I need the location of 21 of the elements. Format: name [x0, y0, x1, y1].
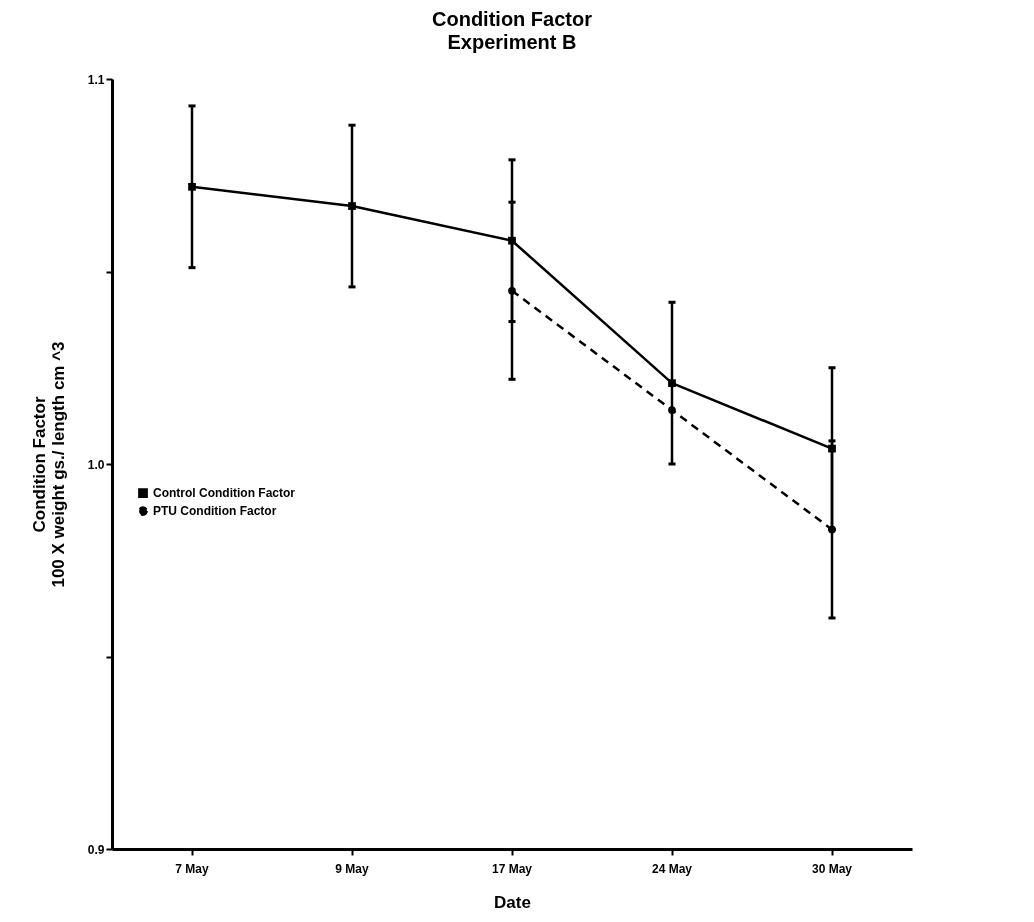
point [828, 444, 836, 453]
point [188, 182, 196, 191]
point [668, 379, 676, 388]
x-tick-label: 17 May [491, 861, 533, 876]
point [668, 406, 676, 414]
y-tick-label: 1.1 [87, 72, 105, 87]
legend-label: Control Condition Factor [153, 486, 296, 501]
y-tick-label: 0.9 [87, 842, 105, 857]
y-axis-title: Condition Factor 100 X weight gs./ length cm ^3 [29, 341, 68, 588]
x-tick-label: 30 May [811, 861, 853, 876]
legend-label: PTU Condition Factor [153, 504, 277, 519]
chart-subtitle: Experiment B [447, 31, 577, 53]
point [508, 286, 516, 295]
point [508, 236, 516, 245]
x-tick-label: 7 May [175, 861, 209, 876]
x-tick-label: 9 May [335, 861, 369, 876]
y-tick-label: 1.0 [87, 457, 105, 472]
chart-title: Condition Factor [432, 8, 593, 30]
x-axis-title: Date [494, 892, 531, 912]
x-tick-label: 24 May [651, 861, 693, 876]
point [348, 202, 356, 210]
